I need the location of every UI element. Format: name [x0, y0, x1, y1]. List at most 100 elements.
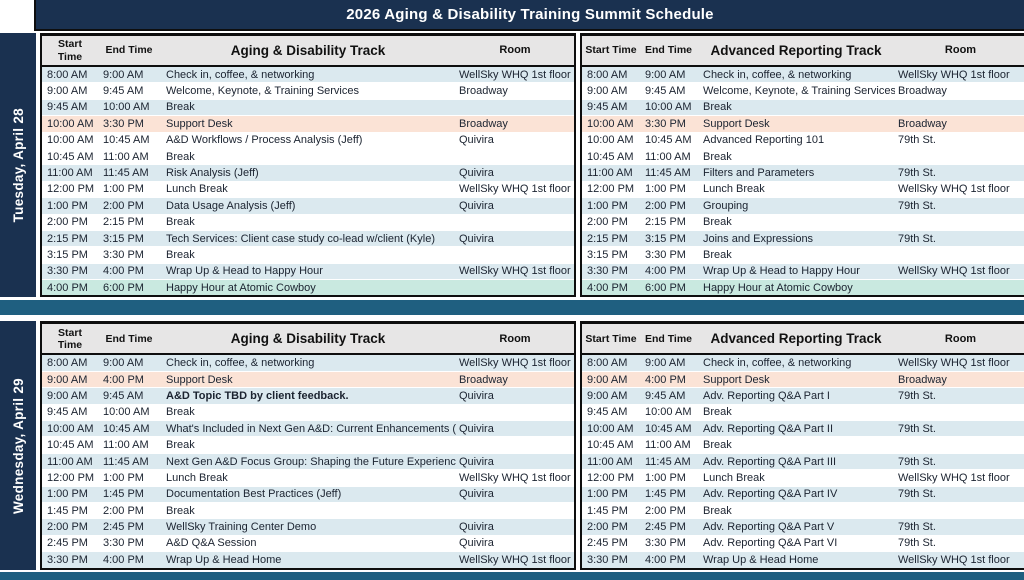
cell-end-time: 11:45 AM	[640, 164, 697, 182]
cell-end-time: 2:15 PM	[640, 214, 697, 231]
cell-end-time: 9:45 AM	[640, 387, 697, 405]
cell-session: Wrap Up & Head Home	[160, 551, 456, 570]
day-sidebar: Wednesday, April 29	[0, 321, 36, 570]
table-row: 12:00 PM 1:00 PM Lunch Break WellSky WHQ 1s…	[41, 181, 575, 199]
cell-end-time: 11:45 AM	[98, 164, 160, 182]
cell-session: Support Desk	[697, 115, 895, 133]
table-row: 10:45 AM 11:00 AM Break	[41, 436, 575, 454]
cell-start-time: 9:45 AM	[581, 99, 640, 117]
cell-room: Broadway	[895, 82, 1024, 100]
col-header-start-time: Start Time	[581, 322, 640, 356]
cell-start-time: 3:15 PM	[41, 246, 98, 264]
cell-start-time: 1:00 PM	[41, 197, 98, 215]
table-row: 8:00 AM 9:00 AM Check in, coffee, & networ…	[41, 354, 575, 372]
cell-room: Quivira	[456, 453, 575, 471]
table-row: 3:30 PM 4:00 PM Wrap Up & Head to Happy Ho…	[41, 263, 575, 281]
cell-end-time: 9:00 AM	[640, 354, 697, 372]
cell-start-time: 8:00 AM	[41, 354, 98, 372]
cell-end-time: 11:45 AM	[640, 453, 697, 471]
header-row: Start Time End Time Aging & Disability Tra…	[41, 322, 575, 356]
cell-session: Support Desk	[160, 371, 456, 389]
cell-room: WellSky WHQ 1st floor	[456, 263, 575, 281]
day-section-wednesday: Wednesday, April 29 Start Time End Time Agi…	[0, 321, 1024, 570]
cell-end-time: 3:30 PM	[98, 535, 160, 553]
cell-session: What's Included in Next Gen A&D: Current…	[160, 420, 456, 438]
table-row: 3:30 PM 4:00 PM Wrap Up & Head to Happy Ho…	[581, 263, 1024, 281]
cell-start-time: 2:45 PM	[41, 535, 98, 553]
cell-session: Check in, coffee, & networking	[697, 354, 895, 372]
cell-session: Wrap Up & Head to Happy Hour	[697, 263, 895, 281]
table-row: 9:45 AM 10:00 AM Break	[581, 404, 1024, 422]
day-sidebar: Tuesday, April 28	[0, 33, 36, 298]
cell-session: WellSky Training Center Demo	[160, 518, 456, 536]
cell-start-time: 1:00 PM	[41, 486, 98, 503]
cell-room: Quivira	[456, 197, 575, 215]
cell-end-time: 9:45 AM	[98, 387, 160, 405]
schedule-table: Start Time End Time Advanced Reporting Tra…	[580, 33, 1024, 298]
col-header-end-time: End Time	[98, 322, 160, 356]
cell-session: Break	[160, 436, 456, 454]
table-row: 3:30 PM 4:00 PM Wrap Up & Head Home WellSky…	[41, 551, 575, 570]
cell-start-time: 4:00 PM	[581, 279, 640, 297]
col-header-room: Room	[895, 34, 1024, 67]
table-row: 2:15 PM 3:15 PM Joins and Expressions 79th …	[581, 230, 1024, 248]
cell-start-time: 2:15 PM	[581, 230, 640, 248]
col-header-track: Advanced Reporting Track	[697, 322, 895, 356]
cell-session: Filters and Parameters	[697, 164, 895, 182]
cell-room	[456, 246, 575, 264]
table-row: 8:00 AM 9:00 AM Check in, coffee, & networ…	[581, 66, 1024, 84]
cell-room: Quivira	[456, 420, 575, 438]
cell-room: Broadway	[895, 371, 1024, 389]
cell-end-time: 2:00 PM	[640, 502, 697, 520]
cell-end-time: 4:00 PM	[640, 263, 697, 281]
cell-start-time: 10:00 AM	[581, 132, 640, 149]
cell-room: 79th St.	[895, 230, 1024, 248]
cell-end-time: 10:45 AM	[640, 420, 697, 438]
cell-session: A&D Topic TBD by client feedback.	[160, 387, 456, 405]
cell-session: Support Desk	[697, 371, 895, 389]
cell-room	[895, 246, 1024, 264]
cell-end-time: 3:30 PM	[98, 115, 160, 133]
table-row: 10:00 AM 3:30 PM Support Desk Broadway	[41, 115, 575, 133]
header-row: Start Time End Time Aging & Disability Tra…	[41, 34, 575, 67]
bottom-band	[0, 572, 1024, 580]
cell-start-time: 12:00 PM	[41, 469, 98, 487]
cell-session: Grouping	[697, 197, 895, 215]
cell-end-time: 3:30 PM	[640, 115, 697, 133]
cell-start-time: 2:15 PM	[41, 230, 98, 248]
col-header-end-time: End Time	[98, 34, 160, 67]
table-row: 10:00 AM 3:30 PM Support Desk Broadway	[581, 115, 1024, 133]
table-row: 11:00 AM 11:45 AM Filters and Parameters 79…	[581, 164, 1024, 182]
cell-session: Break	[697, 99, 895, 117]
cell-start-time: 10:00 AM	[581, 115, 640, 133]
cell-room	[895, 502, 1024, 520]
cell-room: WellSky WHQ 1st floor	[456, 551, 575, 570]
cell-end-time: 1:00 PM	[98, 469, 160, 487]
cell-room: 79th St.	[895, 197, 1024, 215]
col-header-track: Advanced Reporting Track	[697, 34, 895, 67]
schedule-sections: Tuesday, April 28 Start Time End Time Aging…	[0, 33, 1024, 570]
table-row: 1:00 PM 2:00 PM Data Usage Analysis (Jeff)…	[41, 197, 575, 215]
cell-room: 79th St.	[895, 518, 1024, 536]
table-row: 9:00 AM 9:45 AM A&D Topic TBD by client fe…	[41, 387, 575, 405]
table-row: 9:00 AM 4:00 PM Support Desk Broadway	[41, 371, 575, 389]
cell-end-time: 2:00 PM	[640, 197, 697, 215]
cell-end-time: 9:00 AM	[98, 66, 160, 84]
cell-session: Lunch Break	[697, 181, 895, 199]
table-row: 8:00 AM 9:00 AM Check in, coffee, & networ…	[41, 66, 575, 84]
cell-session: Wrap Up & Head to Happy Hour	[160, 263, 456, 281]
cell-session: Lunch Break	[160, 181, 456, 199]
cell-end-time: 3:15 PM	[640, 230, 697, 248]
cell-room: WellSky WHQ 1st floor	[895, 66, 1024, 84]
cell-start-time: 11:00 AM	[581, 164, 640, 182]
table-row: 1:45 PM 2:00 PM Break	[41, 502, 575, 520]
cell-end-time: 2:15 PM	[98, 214, 160, 231]
table-row: 4:00 PM 6:00 PM Happy Hour at Atomic Cowbo…	[581, 279, 1024, 297]
cell-end-time: 11:00 AM	[640, 148, 697, 166]
table-row: 10:00 AM 10:45 AM A&D Workflows / Process …	[41, 132, 575, 149]
cell-room	[895, 404, 1024, 422]
cell-room: Quivira	[456, 230, 575, 248]
cell-end-time: 4:00 PM	[640, 371, 697, 389]
cell-start-time: 3:30 PM	[581, 263, 640, 281]
